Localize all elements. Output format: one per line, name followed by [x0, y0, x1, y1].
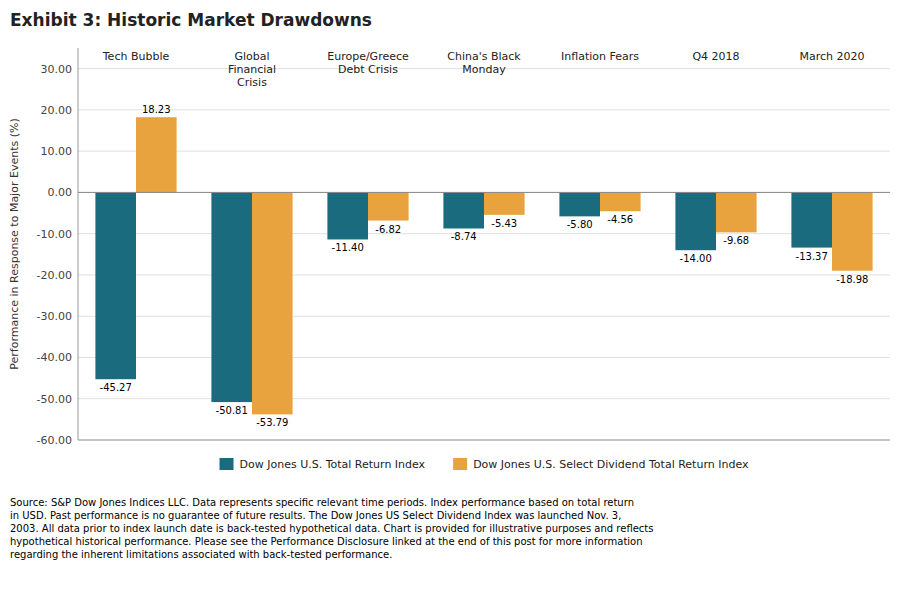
- y-axis-line: [78, 48, 79, 440]
- legend-item: Dow Jones U.S. Total Return Index: [220, 458, 426, 471]
- text-line: Tech Bubble: [102, 50, 170, 63]
- legend-item: Dow Jones U.S. Select Dividend Total Ret…: [453, 458, 749, 471]
- grid: [78, 69, 890, 440]
- category-label: GlobalFinancialCrisis: [228, 50, 276, 89]
- chart: Exhibit 3: Historic Market Drawdowns -60.…: [0, 0, 907, 609]
- data-label: -45.27: [100, 382, 132, 393]
- y-tick-label: -20.00: [37, 269, 72, 282]
- bar: [559, 192, 600, 216]
- text-line: 2003. All data prior to index launch dat…: [10, 523, 654, 534]
- legend: Dow Jones U.S. Total Return Index Dow Jon…: [220, 458, 749, 471]
- legend-label: Dow Jones U.S. Select Dividend Total Ret…: [473, 458, 749, 471]
- text-line: March 2020: [799, 50, 864, 63]
- category-label: Inflation Fears: [561, 50, 639, 63]
- y-tick-label: -10.00: [37, 228, 72, 241]
- y-tick-label: 10.00: [41, 145, 73, 158]
- bar: [95, 192, 136, 379]
- text-line: regarding the inherent limitations assoc…: [10, 549, 392, 560]
- legend-swatch: [453, 458, 467, 470]
- bar: [443, 192, 484, 228]
- grid-line: [78, 233, 890, 234]
- y-tick-label: 20.00: [41, 104, 73, 117]
- legend-swatch: [220, 458, 234, 470]
- bar: [327, 192, 368, 239]
- bar: [252, 192, 293, 414]
- category-label: Tech Bubble: [102, 50, 170, 63]
- bars: [95, 117, 872, 414]
- text-line: Debt Crisis: [338, 63, 398, 76]
- data-label: -13.37: [796, 251, 828, 262]
- data-label: -5.80: [567, 219, 593, 230]
- data-label: -5.43: [491, 218, 517, 229]
- bar: [600, 192, 641, 211]
- text-line: Crisis: [237, 76, 267, 89]
- data-label: -50.81: [216, 405, 248, 416]
- text-line: China's Black: [447, 50, 521, 63]
- data-label: -53.79: [256, 417, 288, 428]
- grid-line: [78, 316, 890, 317]
- data-label: -4.56: [607, 214, 633, 225]
- title: Exhibit 3: Historic Market Drawdowns: [10, 10, 372, 30]
- data-label: 18.23: [142, 104, 171, 115]
- y-tick-label: -30.00: [37, 310, 72, 323]
- text-line: Q4 2018: [692, 50, 739, 63]
- category-label: Q4 2018: [692, 50, 739, 63]
- data-label: -6.82: [375, 224, 401, 235]
- footnote: Source: S&P Dow Jones Indices LLC. Data …: [10, 497, 654, 560]
- data-label: -9.68: [723, 235, 749, 246]
- x-axis-line: [78, 440, 890, 441]
- text-line: in USD. Past performance is no guarantee…: [10, 510, 621, 521]
- background: [0, 0, 907, 609]
- y-tick-label: 30.00: [41, 63, 73, 76]
- text-line: Global: [234, 50, 269, 63]
- text-line: Monday: [462, 63, 506, 76]
- y-tick-label: -40.00: [37, 351, 72, 364]
- bar: [675, 192, 716, 250]
- text-line: Source: S&P Dow Jones Indices LLC. Data …: [10, 497, 634, 508]
- bar: [791, 192, 832, 247]
- bar: [832, 192, 873, 270]
- category-label: March 2020: [799, 50, 864, 63]
- y-axis-label: Performance in Response to Major Events …: [8, 118, 21, 369]
- grid-line: [78, 274, 890, 275]
- legend-label: Dow Jones U.S. Total Return Index: [240, 458, 426, 471]
- y-tick-label: -50.00: [37, 393, 72, 406]
- bar: [368, 192, 409, 220]
- bar: [716, 192, 757, 232]
- data-label: -14.00: [680, 253, 712, 264]
- text-line: Financial: [228, 63, 276, 76]
- grid-line: [78, 109, 890, 110]
- grid-line: [78, 357, 890, 358]
- category-label: China's BlackMonday: [447, 50, 521, 76]
- data-labels: -45.27 -50.81 -11.40 -8.74 -5.80 -14.00 -13.37…: [100, 104, 869, 428]
- grid-line: [78, 151, 890, 152]
- text-line: Inflation Fears: [561, 50, 639, 63]
- data-label: -8.74: [451, 231, 477, 242]
- grid-line: [78, 440, 890, 441]
- bar: [136, 117, 177, 192]
- data-label: -11.40: [332, 242, 364, 253]
- category-label: Europe/GreeceDebt Crisis: [327, 50, 409, 76]
- grid-line: [78, 398, 890, 399]
- zero-line: [78, 192, 890, 193]
- bar: [484, 192, 525, 214]
- text-line: Europe/Greece: [327, 50, 409, 63]
- y-tick-label: 0.00: [48, 186, 73, 199]
- bar: [211, 192, 252, 402]
- text-line: hypothetical historical performance. Ple…: [10, 536, 643, 547]
- grid-line: [78, 192, 890, 193]
- data-label: -18.98: [836, 274, 868, 285]
- y-tick-label: -60.00: [37, 434, 72, 447]
